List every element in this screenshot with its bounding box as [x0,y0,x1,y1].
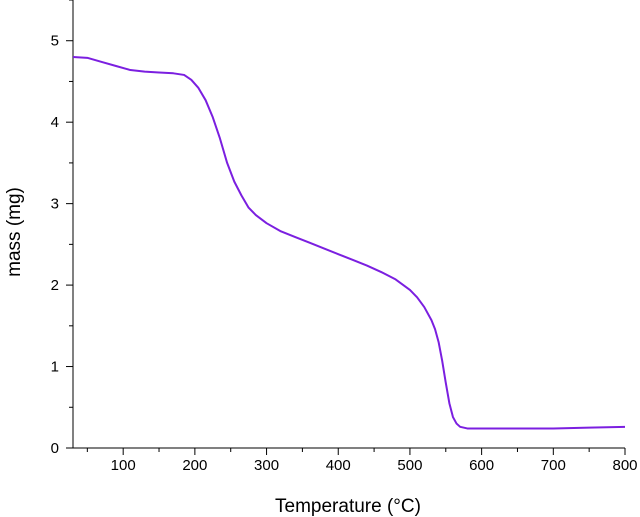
y-tick-label: 1 [51,359,59,376]
x-axis-title: Temperature (°C) [275,496,421,517]
y-tick-label: 3 [51,196,59,213]
x-tick-label: 100 [111,457,136,474]
y-tick-label: 0 [51,440,59,457]
x-tick-label: 500 [397,457,422,474]
y-tick-label: 4 [51,114,59,131]
x-tick-label: 800 [612,457,637,474]
y-axis-title: mass (mg) [4,187,25,277]
mass-curve-line [72,56,626,430]
x-tick-label: 600 [469,457,494,474]
x-tick-label: 200 [182,457,207,474]
x-tick-label: 300 [254,457,279,474]
y-tick-label: 2 [51,277,59,294]
y-tick-label: 5 [51,33,59,50]
x-tick-label: 400 [326,457,351,474]
x-tick-label: 700 [541,457,566,474]
